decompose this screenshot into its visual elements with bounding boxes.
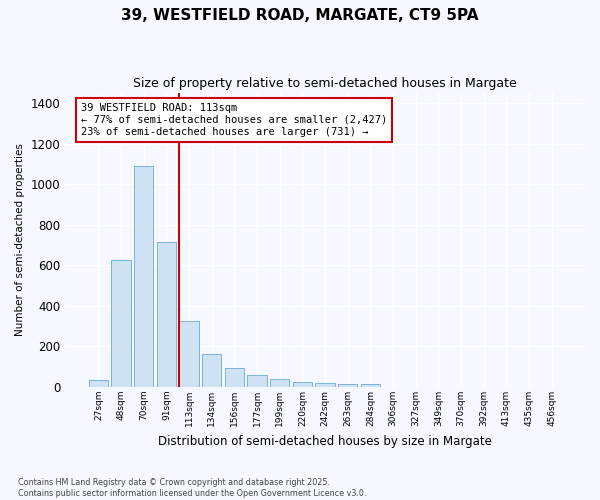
Bar <box>270 379 289 387</box>
Bar <box>157 242 176 387</box>
Bar <box>361 384 380 387</box>
Bar <box>293 382 312 387</box>
Bar <box>134 166 154 387</box>
Bar <box>225 368 244 387</box>
Bar <box>338 384 358 387</box>
Y-axis label: Number of semi-detached properties: Number of semi-detached properties <box>15 144 25 336</box>
Text: Contains HM Land Registry data © Crown copyright and database right 2025.
Contai: Contains HM Land Registry data © Crown c… <box>18 478 367 498</box>
Bar <box>247 375 267 387</box>
Bar <box>179 321 199 387</box>
Bar <box>316 383 335 387</box>
Bar <box>89 380 108 387</box>
Bar <box>202 354 221 387</box>
Text: 39, WESTFIELD ROAD, MARGATE, CT9 5PA: 39, WESTFIELD ROAD, MARGATE, CT9 5PA <box>121 8 479 22</box>
Text: 39 WESTFIELD ROAD: 113sqm
← 77% of semi-detached houses are smaller (2,427)
23% : 39 WESTFIELD ROAD: 113sqm ← 77% of semi-… <box>81 104 387 136</box>
Bar <box>112 260 131 387</box>
X-axis label: Distribution of semi-detached houses by size in Margate: Distribution of semi-detached houses by … <box>158 434 492 448</box>
Title: Size of property relative to semi-detached houses in Margate: Size of property relative to semi-detach… <box>133 78 517 90</box>
